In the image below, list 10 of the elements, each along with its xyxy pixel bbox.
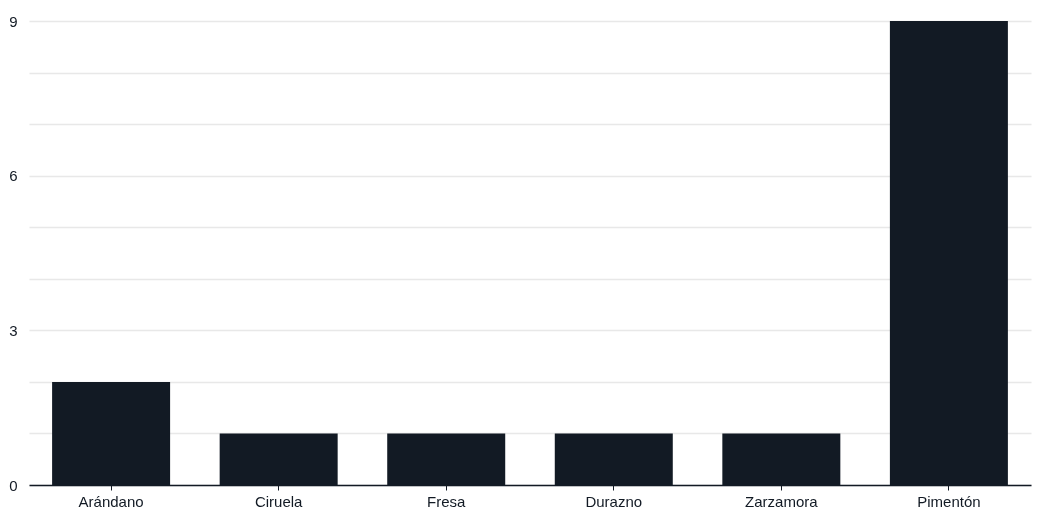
x-tick-label: Ciruela <box>254 492 304 510</box>
y-tick-label: 9 <box>9 12 18 30</box>
y-tick-label: 3 <box>9 321 18 339</box>
y-tick-label: 6 <box>9 167 18 185</box>
y-tick-label: 0 <box>9 476 18 494</box>
x-tick-label: Zarzamora <box>745 492 819 510</box>
x-tick-label: Pimentón <box>917 492 981 510</box>
x-tick-label: Fresa <box>427 492 467 510</box>
x-tick-label: Durazno <box>585 492 643 510</box>
x-tick-label: Arándano <box>78 492 144 510</box>
